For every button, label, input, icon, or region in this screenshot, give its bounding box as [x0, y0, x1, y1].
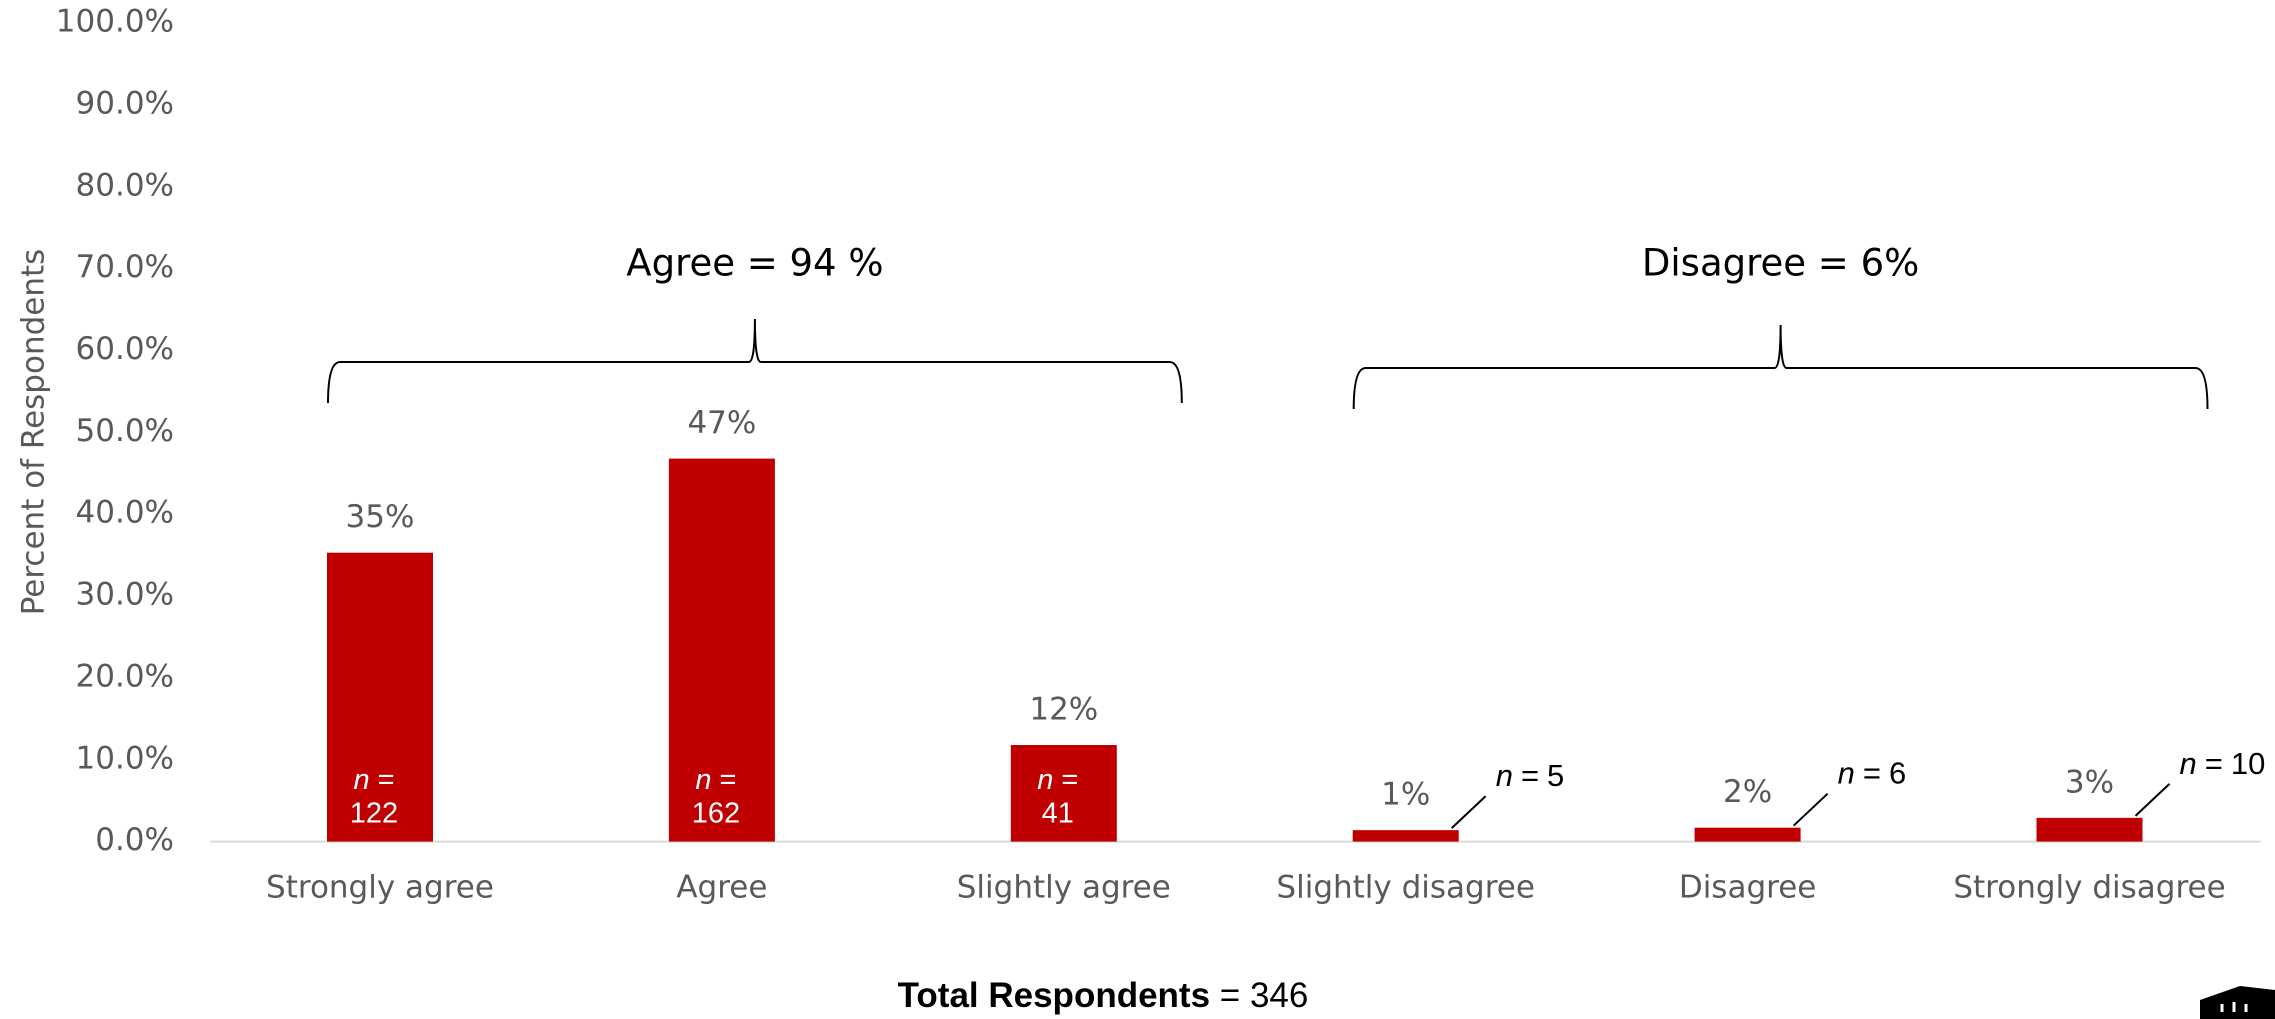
- logo: [2200, 986, 2275, 1019]
- value-label: 1%: [1381, 777, 1430, 813]
- count-prefix: n: [353, 764, 369, 796]
- count-prefix: n: [1496, 758, 1513, 793]
- bar: [1352, 830, 1459, 842]
- count-label: n = 6: [1838, 756, 1907, 791]
- leader-line: [1792, 792, 1829, 827]
- y-tick-label: 40.0%: [76, 495, 174, 531]
- count-prefix: n: [695, 764, 711, 796]
- y-tick-label: 90.0%: [76, 86, 174, 122]
- y-axis-label: Percent of Respondents: [16, 249, 52, 616]
- bar: [1694, 827, 1801, 842]
- y-tick-label: 30.0%: [76, 577, 174, 613]
- total-value: 346: [1250, 976, 1308, 1015]
- y-tick-label: 50.0%: [76, 413, 174, 449]
- count-sign: =: [720, 764, 737, 796]
- value-label: 35%: [346, 499, 415, 535]
- count-value: 10: [2231, 746, 2265, 781]
- y-tick-label: 10.0%: [76, 740, 174, 776]
- y-tick-label: 100.0%: [56, 4, 174, 40]
- x-tick-label: Slightly disagree: [1276, 870, 1535, 906]
- count-value: 6: [1889, 756, 1906, 791]
- bar: [2036, 817, 2143, 842]
- footer: Total Respondents = 346: [898, 976, 1309, 1015]
- count-label: n =: [695, 764, 736, 796]
- value-label: 12%: [1029, 692, 1098, 728]
- y-tick-label: 60.0%: [76, 331, 174, 367]
- count-sign: =: [2205, 746, 2223, 781]
- count-label: n =: [353, 764, 394, 796]
- value-label: 3%: [2065, 764, 2114, 800]
- x-tick-label: Disagree: [1679, 870, 1817, 906]
- y-tick-label: 0.0%: [95, 822, 174, 858]
- count-sign: =: [378, 764, 395, 796]
- x-tick-label: Slightly agree: [957, 870, 1171, 906]
- count-value: 5: [1547, 758, 1564, 793]
- count-label: n = 5: [1496, 758, 1565, 793]
- count-sign: =: [1061, 764, 1078, 796]
- x-tick-label: Strongly agree: [266, 870, 494, 906]
- count-value: 162: [692, 798, 740, 830]
- group-brace: [1352, 324, 2209, 410]
- bar: [327, 552, 433, 842]
- leader-line: [1451, 795, 1487, 829]
- count-prefix: n: [2180, 746, 2197, 781]
- value-label: 47%: [687, 405, 756, 441]
- y-tick-label: 80.0%: [76, 167, 174, 203]
- x-tick-label: Agree: [676, 870, 767, 906]
- count-label: n =: [1037, 764, 1078, 796]
- count-sign: =: [1863, 756, 1881, 791]
- count-value: 41: [1042, 798, 1074, 830]
- group-brace: [327, 318, 1183, 404]
- y-tick-label: 20.0%: [76, 658, 174, 694]
- group-label: Agree = 94 %: [626, 242, 883, 285]
- count-prefix: n: [1838, 756, 1855, 791]
- count-prefix: n: [1037, 764, 1053, 796]
- count-label: n = 10: [2180, 746, 2266, 781]
- group-label: Disagree = 6%: [1642, 242, 1919, 285]
- leader-line: [2134, 783, 2171, 817]
- value-label: 2%: [1723, 774, 1772, 810]
- total-label: Total Respondents: [898, 976, 1210, 1015]
- x-tick-label: Strongly disagree: [1953, 870, 2225, 906]
- count-sign: =: [1521, 758, 1539, 793]
- bar: [1010, 745, 1117, 842]
- total-sign: =: [1220, 976, 1240, 1015]
- count-value: 122: [350, 798, 398, 830]
- bar: [668, 458, 775, 842]
- y-tick-label: 70.0%: [76, 249, 174, 285]
